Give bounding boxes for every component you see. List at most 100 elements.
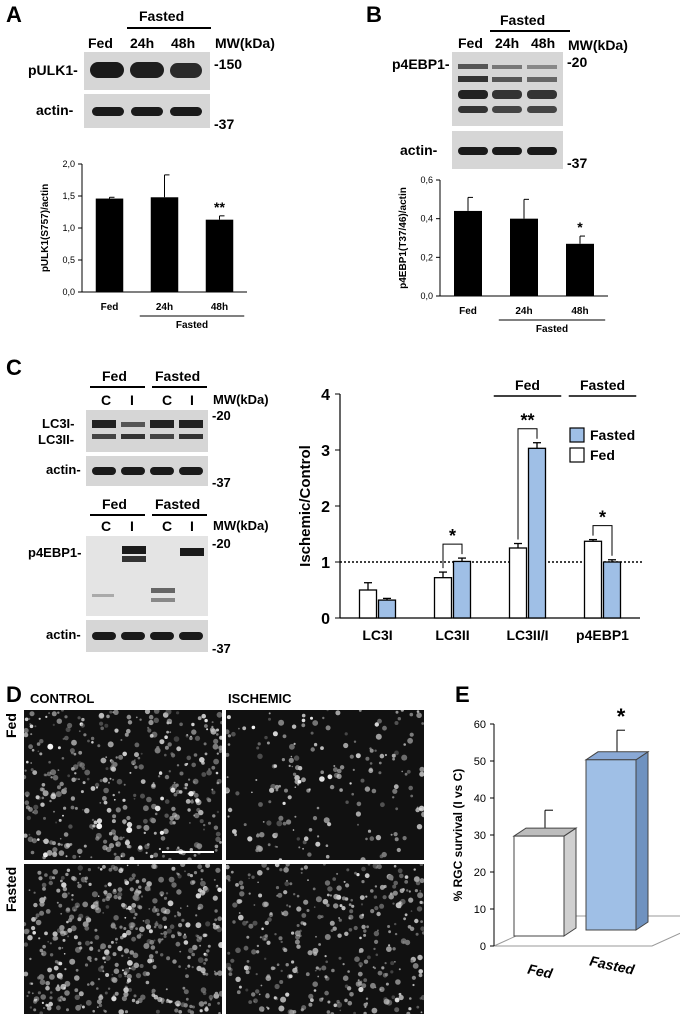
panel-b-bar [510,218,538,296]
panel-c-blot1-lane-2: I [130,392,134,408]
panel-e-bar-side [563,827,577,937]
panel-a-bar [205,219,234,292]
panel-a-lane-48h: 48h [171,35,196,51]
micrograph-fasted-ischemic [226,864,424,1014]
panel-c-blot2-lane-1: C [101,518,112,534]
panel-c-blot2-mw-37: -37 [212,641,231,656]
panel-c-blot2-mw-label: MW(kDa) [213,518,269,533]
panel-c-ytick-label: 2 [321,499,330,516]
panel-c-lc3ii-label: LC3II- [38,432,75,447]
panel-e-significance: * [617,708,626,729]
panel-a-label: A [6,2,22,27]
panel-a-chart: 0,0 0,5 1,0 1,5 2,0 Fed 24h 48h ** Fasted pULK1(S7… [40,159,247,331]
panel-e-ytick-label: 30 [474,830,486,842]
panel-c-legend-swatch [569,427,585,443]
panel-c-blot1-group-fed: Fed [102,368,127,384]
panel-b-ylabel: p4EBP1(T37/46)/actin [398,187,409,289]
panel-a-ytick-label: 1,0 [62,223,75,233]
panel-a-category-label: 24h [156,302,173,313]
panel-c-significance-bracket [517,428,538,540]
panel-c-p4ebp1-blot [86,536,208,616]
panel-c-significance: * [449,526,456,546]
panel-c-blot2-fed-line [90,514,145,516]
panel-b-lane-48h: 48h [531,35,556,51]
panel-b-mw-20: -20 [567,54,588,70]
panel-b-lane-fed: Fed [458,35,483,51]
panel-b-chart: 0,0 0,2 0,4 0,6 Fed 24h 48h * Fasted p4EBP1(T37/4… [398,175,608,335]
panel-c-category-label: p4EBP1 [576,627,629,643]
micrograph-fed-control [24,710,222,860]
panel-b-lane-24h: 24h [495,35,520,51]
panel-e-ylabel: % RGC survival (I vs C) [451,769,465,902]
panel-c-group-header: Fed [515,378,540,393]
panel-c-bar-fasted [452,560,472,619]
panel-c-category-label: LC3I [362,627,392,643]
panel-b-group-label: Fasted [536,324,568,335]
panel-c-significance-bracket [592,525,613,556]
panel-c-legend-label: Fed [590,447,615,463]
panel-e-ytick-label: 40 [474,793,486,805]
panel-c-blot2-lane-2: I [130,518,134,534]
panel-d-label: D [6,682,22,707]
panel-b-mw-37: -37 [567,155,588,171]
panel-c-blot2-mw-20: -20 [212,536,231,551]
panel-e-bar [513,835,565,937]
panel-a-group-label: Fasted [176,320,208,331]
panel-e-label: E [455,682,470,707]
panel-b-category-label: 48h [571,306,588,317]
panel-c-significance: * [599,508,606,528]
panel-a-fasted-header: Fasted [139,8,185,24]
panel-a-mw-150: -150 [214,56,243,72]
panel-a-lane-24h: 24h [130,35,155,51]
panel-c-ytick-label: 0 [321,611,330,628]
micrograph-fasted-control [24,864,222,1014]
panel-b-mw-label: MW(kDa) [568,37,628,53]
panel-b-label: B [366,2,382,27]
panel-a-actin-label: actin- [36,102,74,118]
panel-a-pulk1-label: pULK1- [28,62,78,78]
panel-c-blot2-group-fasted: Fasted [155,496,201,512]
panel-c-blot2-actin-label: actin- [46,627,81,642]
panel-e-chart: 0 10 20 30 40 50 60 Fed Fasted * % RGC survival (I… [451,708,680,982]
panel-b-ytick-label: 0,6 [420,175,433,185]
panel-a-bar [150,197,179,292]
panel-a-significance: ** [214,199,225,215]
panel-c-legend-swatch [569,447,585,463]
panel-c-bar-fasted [527,447,547,619]
panel-e-category-label: Fed [526,961,554,982]
panel-c-blot1-mw-37: -37 [212,475,231,490]
panel-e-ytick-label: 20 [474,867,486,879]
panel-b-fasted-header: Fasted [500,12,546,28]
panel-a-pulk1-blot [84,52,210,90]
panel-a-ytick-label: 2,0 [62,159,75,169]
panel-e-ytick-label: 10 [474,904,486,916]
panel-b-ytick-label: 0,0 [420,291,433,301]
panel-c-ytick-label: 3 [321,443,330,460]
panel-a-lane-fed: Fed [88,35,113,51]
panel-e-ytick-label: 60 [474,719,486,731]
panel-c-ytick-label: 4 [321,387,330,404]
panel-c-significance-bracket [442,543,463,569]
panel-c-legend-label: Fasted [590,427,635,443]
panel-c-blot1-fed-line [90,386,145,388]
panel-a-ytick-label: 0,0 [62,287,75,297]
panel-a-ytick-label: 1,5 [62,191,75,201]
panel-d-row-fed: Fed [3,713,19,738]
panel-b-bar [566,243,594,296]
panel-c-blot2-lane-3: C [162,518,173,534]
panel-c-blot1-lane-4: I [190,392,194,408]
panel-c-blot2-actin [86,620,208,652]
panel-c-ytick-label: 1 [321,555,330,572]
panel-c-category-label: LC3II [435,627,469,643]
panel-c-significance: ** [520,411,534,431]
panel-c-blot1-actin [86,456,208,486]
panel-c-blot1-fasted-line [152,386,207,388]
panel-a-category-label: 48h [211,302,228,313]
panel-d-row-fasted: Fasted [3,866,19,912]
panel-a-actin-blot [84,94,210,128]
panel-e-ytick-label: 0 [480,941,486,953]
panel-d-col-control: CONTROL [30,691,95,706]
panel-a-mw-label: MW(kDa) [215,35,275,51]
panel-b-p4ebp1-blot [452,52,563,126]
panel-a-fasted-line [127,27,211,29]
